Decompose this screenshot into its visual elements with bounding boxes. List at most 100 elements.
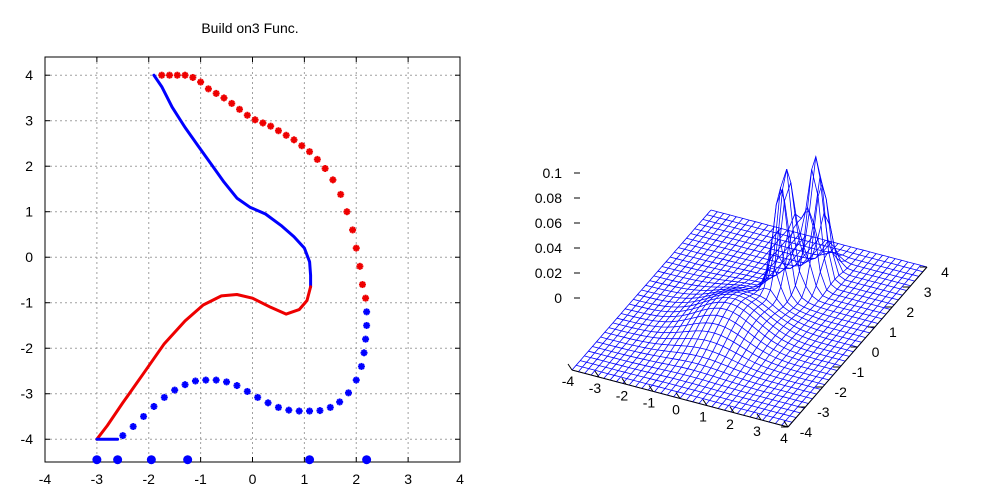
mesh-line [628,224,769,386]
data-point [363,308,371,316]
mesh-line [755,258,896,419]
x-tick-label: -3 [589,380,602,396]
y-tick-label: -2 [21,340,34,356]
x-tick [756,413,762,421]
z-tick-label: 0.04 [535,240,562,256]
data-point [181,71,189,79]
data-point [285,406,293,414]
data-point [337,190,345,198]
mesh-line [635,226,775,387]
mesh-line [629,301,846,362]
mesh-line [762,260,902,421]
mesh-line [653,267,870,334]
data-point [306,148,314,156]
mesh-line [692,168,833,402]
mesh-line [717,248,858,409]
data-point [329,176,337,184]
mesh-line [654,231,794,392]
data-point [236,105,244,113]
mesh-line [621,313,838,371]
data-point [274,127,282,135]
data-point [140,412,148,420]
x-tick-label: -4 [562,373,575,389]
y-tick-label: 4 [25,67,33,83]
data-point [150,402,158,410]
mesh-line [660,233,801,394]
x-tick-label: 2 [352,471,360,487]
data-point [358,281,366,289]
data-point [243,387,251,395]
y-tick-label: -2 [835,384,848,400]
y-tick-label: -1 [852,364,865,380]
mesh-line [724,249,864,411]
x-tick-label: 2 [726,416,734,432]
mesh-line [743,255,883,416]
y-tick-label: 2 [25,158,33,174]
right-chart: -4 -3 -2 -1 0 1 2 3 4 -4-3-2-1012340.10.080.060.0… [535,155,949,446]
x-tick [729,406,735,414]
y-tick-label: -3 [817,404,830,420]
data-point [212,89,220,97]
mesh-line [698,211,839,404]
data-point [191,377,199,385]
mesh-line [768,261,909,423]
mesh-line [647,229,788,391]
mesh-line [590,214,731,376]
x-tick-label: 1 [300,471,308,487]
mesh-line [578,211,718,372]
mesh-line [679,238,820,399]
x-tick-label: -1 [194,471,207,487]
data-point [220,94,228,102]
y-tick-label: 3 [924,284,932,300]
data-point [352,376,360,384]
x-tick-label: -2 [143,471,156,487]
x-tick [783,420,789,428]
data-point [362,294,370,302]
data-point [181,381,189,389]
x-tick [567,363,573,371]
y-tick-label: 1 [25,204,33,220]
mesh-line [705,155,845,406]
x-tick-label: 3 [753,423,761,439]
data-point [259,119,267,127]
mesh-line [609,219,750,381]
data-series [92,71,372,465]
mesh-line [596,341,813,400]
mesh-line [584,213,725,374]
mesh-line [571,209,712,371]
series-line [95,285,313,441]
mesh-line [730,251,871,413]
mesh-line [686,186,826,401]
data-point [356,262,364,270]
data-point [171,386,179,394]
data-point [146,455,156,465]
series-line [152,73,313,289]
mesh-line [749,256,890,418]
data-point [223,378,231,386]
mesh-line [584,355,801,414]
data-point [251,116,259,124]
x-tick [702,399,708,406]
data-point [298,142,306,150]
data-point [92,455,102,465]
data-point [204,85,212,93]
data-point [362,335,370,343]
data-point [212,376,220,384]
x-tick-label: 1 [699,409,707,425]
data-point [129,423,137,431]
data-point [362,455,372,465]
mesh-line [641,228,782,389]
y-tick-label: 3 [25,113,33,129]
data-point [321,164,329,172]
z-tick-label: 0 [554,290,562,306]
data-point [295,407,303,415]
x-tick [648,385,654,392]
data-point [243,111,251,119]
data-point [360,349,368,357]
x-tick [621,377,627,385]
mesh-line [781,265,921,426]
data-point [202,376,210,384]
y-tick-label: 0 [25,249,33,265]
data-point [336,398,344,406]
